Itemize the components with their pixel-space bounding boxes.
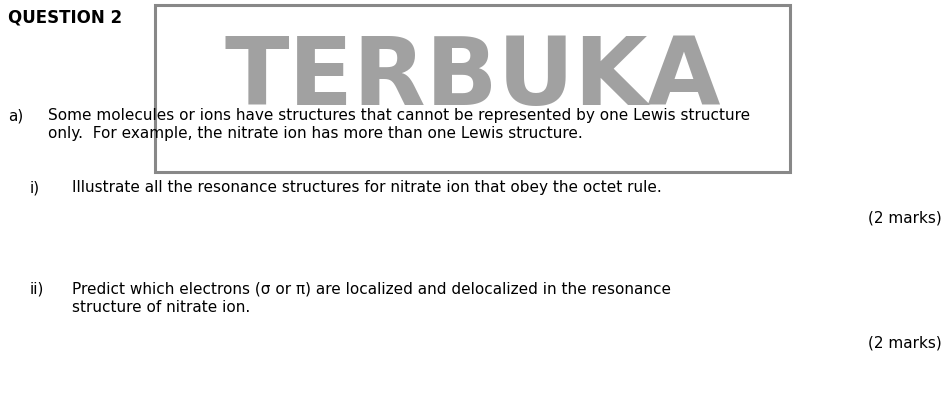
Text: QUESTION 2: QUESTION 2: [8, 8, 122, 26]
Text: TERBUKA: TERBUKA: [225, 33, 721, 124]
Text: (2 marks): (2 marks): [868, 210, 942, 225]
Text: a): a): [8, 108, 23, 123]
Text: (2 marks): (2 marks): [868, 336, 942, 351]
Bar: [155, 5, 790, 172]
Text: structure of nitrate ion.: structure of nitrate ion.: [72, 300, 250, 315]
Text: only.  For example, the nitrate ion has more than one Lewis structure.: only. For example, the nitrate ion has m…: [48, 126, 583, 141]
Text: Some molecules or ions have structures that cannot be represented by one Lewis s: Some molecules or ions have structures t…: [48, 108, 750, 123]
Text: Predict which electrons (σ or π) are localized and delocalized in the resonance: Predict which electrons (σ or π) are loc…: [72, 282, 671, 297]
Text: Illustrate all the resonance structures for nitrate ion that obey the octet rule: Illustrate all the resonance structures …: [72, 180, 662, 195]
Text: ii): ii): [30, 282, 45, 297]
Text: i): i): [30, 180, 40, 195]
